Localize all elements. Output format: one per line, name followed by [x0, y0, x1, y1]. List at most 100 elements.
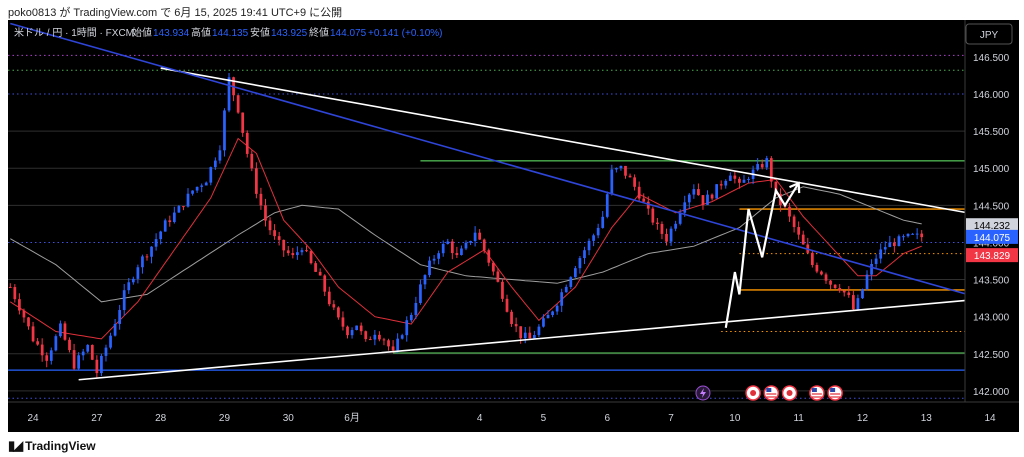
- candle-body: [760, 164, 764, 168]
- candle-body: [337, 307, 340, 318]
- candle-body: [314, 263, 317, 272]
- price-tick-label: 144.500: [973, 201, 1010, 212]
- candle-body: [587, 240, 591, 251]
- publish-info: poko0813 が TradingView.com で 6月 15, 2025…: [8, 7, 343, 19]
- candle-body: [546, 315, 550, 319]
- candle-body: [450, 241, 454, 254]
- candle-body: [637, 186, 641, 199]
- time-tick-label: 5: [541, 413, 547, 424]
- candle-body: [282, 239, 286, 251]
- candle-body: [113, 323, 117, 336]
- candle-body: [323, 275, 327, 292]
- legend-symbol: 米ドル / 円 · 1時間 · FXCM: [14, 26, 134, 39]
- japan-flag-icon: [745, 385, 761, 401]
- candle-body: [195, 186, 199, 191]
- candle-body: [127, 282, 131, 291]
- candle-body: [801, 234, 805, 245]
- time-tick-label: 13: [921, 413, 933, 424]
- candle-body: [742, 179, 746, 183]
- candle-body: [414, 302, 418, 315]
- japan-flag-dot: [786, 390, 793, 396]
- tradingview-logo[interactable]: ▮◢ TradingView: [8, 438, 96, 454]
- time-tick-label: 27: [91, 413, 103, 424]
- trendlines-layer: [10, 22, 968, 381]
- price-badge: [966, 229, 1018, 244]
- candle-body: [624, 165, 627, 176]
- currency-button[interactable]: JPY: [965, 23, 1013, 45]
- candle-body: [542, 318, 545, 327]
- candle-body: [90, 344, 94, 360]
- candle-body: [769, 158, 773, 182]
- candle-body: [583, 250, 586, 259]
- price-tick-label: 146.500: [973, 53, 1010, 64]
- candle-body: [40, 344, 44, 356]
- candle-body: [122, 290, 126, 311]
- candle-body: [701, 195, 705, 205]
- candle-body: [678, 212, 682, 224]
- candle-body: [100, 355, 103, 374]
- price-badge-label: 144.232: [974, 221, 1011, 232]
- candle-body: [842, 290, 846, 293]
- us-flag-icon: [763, 385, 780, 401]
- candle-body: [104, 347, 108, 356]
- candle-body: [829, 280, 832, 285]
- candle-body: [660, 223, 664, 234]
- candle-body: [847, 292, 851, 296]
- lightning-icon: [695, 385, 711, 401]
- candle-body: [22, 310, 26, 318]
- candle-body: [883, 247, 887, 250]
- time-tick-label: 29: [219, 413, 231, 424]
- candle-body: [291, 253, 295, 256]
- time-tick-label: 30: [283, 413, 295, 424]
- candle-body: [31, 326, 35, 342]
- trendline-descending-white: [160, 67, 968, 214]
- price-tick-label: 146.000: [973, 90, 1010, 101]
- candle-body: [118, 310, 122, 324]
- candle-body: [332, 304, 336, 308]
- candle-body: [213, 160, 217, 168]
- candle-body: [747, 178, 750, 180]
- candle-body: [77, 355, 81, 369]
- japan-flag-dot: [750, 390, 757, 396]
- candle-body: [487, 250, 491, 263]
- candle-body: [154, 239, 158, 247]
- publish-header: poko0813 が TradingView.com で 6月 15, 2025…: [0, 0, 1024, 20]
- horizontal-lines-layer: [8, 54, 965, 399]
- candle-body: [373, 334, 377, 340]
- candle-body: [573, 268, 577, 278]
- candle-body: [327, 291, 331, 305]
- time-tick-label: 6: [604, 413, 610, 424]
- candle-body: [464, 242, 468, 249]
- legend-close-value: 144.075: [330, 28, 367, 39]
- candle-body: [391, 346, 395, 351]
- candles-layer: [8, 72, 924, 378]
- candle-body: [756, 164, 760, 170]
- time-tick-label: 28: [155, 413, 167, 424]
- candle-body: [892, 242, 896, 247]
- chart-panel[interactable]: 146.500 146.000 145.500 145.000 144.500 144.0…: [8, 20, 1019, 432]
- candle-body: [227, 77, 231, 111]
- candle-body: [733, 175, 737, 179]
- candle-body: [528, 332, 532, 339]
- events-layer: [695, 385, 843, 401]
- candle-body: [45, 355, 49, 361]
- legend-open-value: 143.934: [153, 28, 190, 39]
- candle-body: [815, 264, 819, 272]
- candle-body: [514, 324, 518, 327]
- candle-body: [669, 228, 673, 242]
- candle-body: [792, 216, 796, 228]
- us-flag-icon: [827, 385, 843, 401]
- candle-body: [446, 241, 450, 244]
- legend-close-label: 終値: [309, 26, 329, 39]
- candle-body: [145, 256, 149, 258]
- candle-body: [665, 233, 668, 242]
- candle-body: [36, 341, 39, 345]
- candle-body: [223, 110, 226, 151]
- candle-body: [523, 332, 527, 339]
- candle-body: [728, 175, 732, 181]
- candle-body: [710, 194, 714, 199]
- candle-body: [555, 305, 559, 312]
- price-chart[interactable]: 146.500 146.000 145.500 145.000 144.500 144.0…: [8, 20, 1019, 432]
- candle-body: [615, 168, 618, 170]
- candle-body: [674, 223, 677, 229]
